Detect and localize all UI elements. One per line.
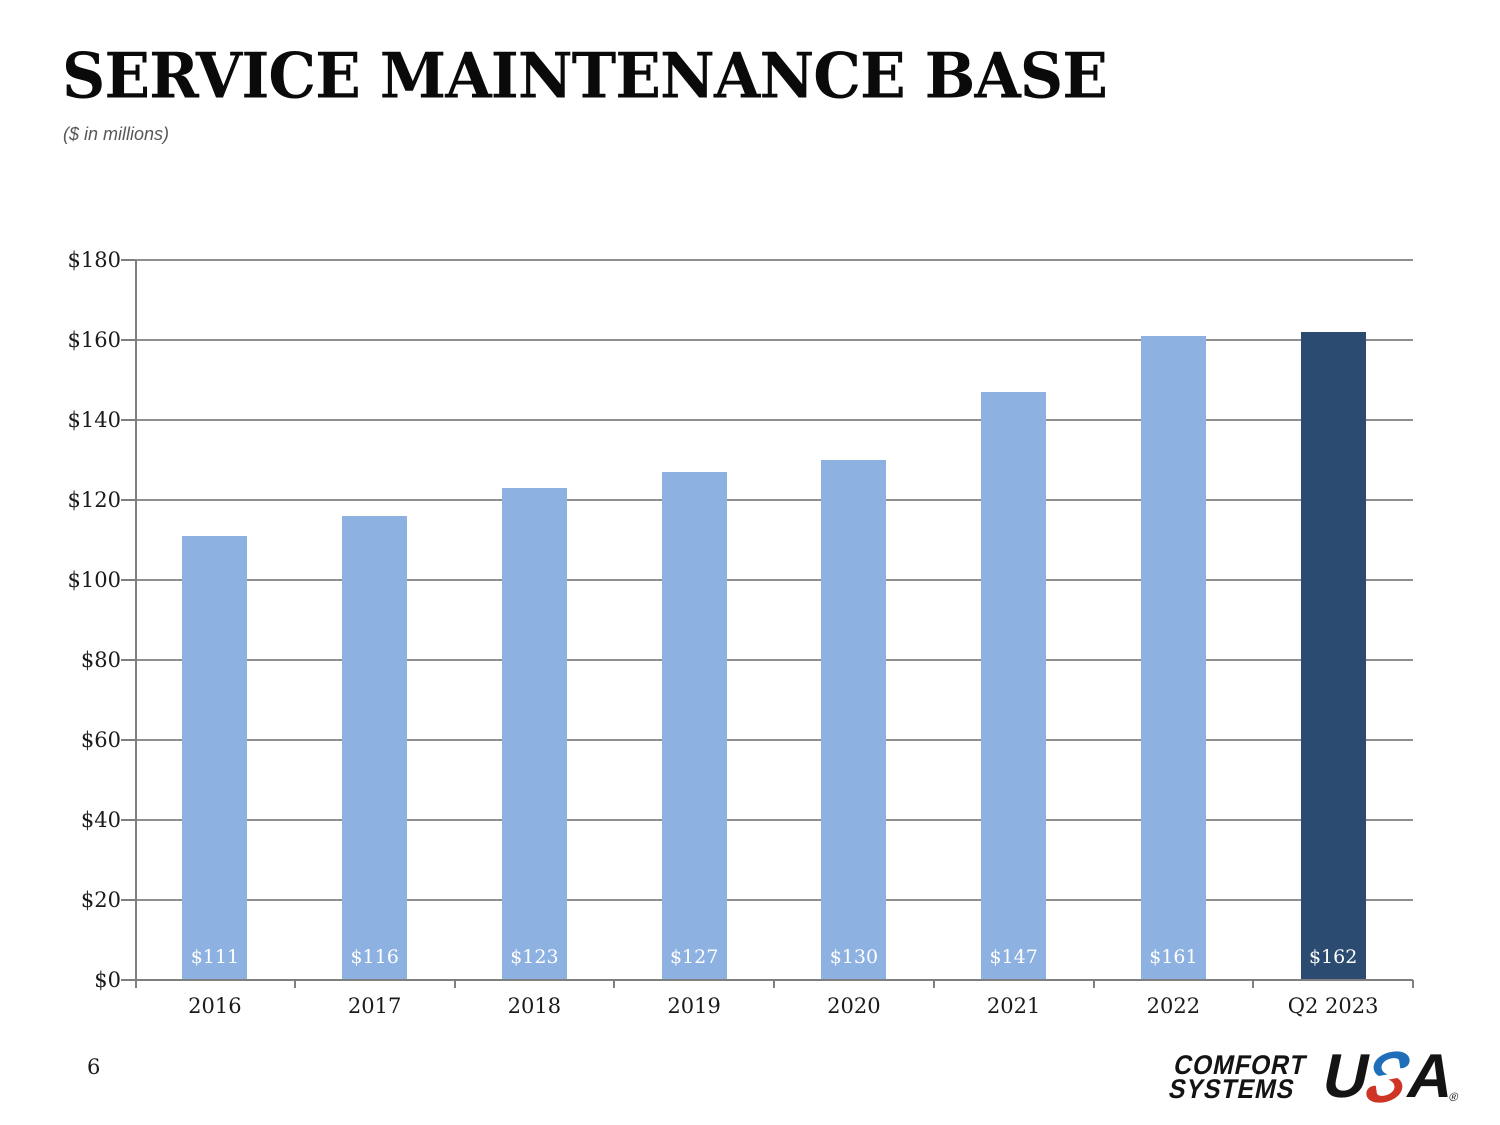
y-axis-tick [121,899,136,901]
x-axis-tick [773,980,775,988]
gridline [135,499,1413,501]
x-tick-label: 2021 [986,994,1041,1018]
gridline [135,739,1413,741]
bar-value-label: $162 [1308,946,1358,968]
logo-usa: U A ® [1316,1042,1468,1111]
x-axis-tick [1252,980,1255,988]
gridline [135,819,1413,821]
logo-wordmark: COMFORT SYSTEMS [1166,1050,1321,1104]
y-axis-line [135,260,137,988]
bar-value-label: $116 [350,946,399,968]
bar-2020: $130 [821,460,887,980]
bar-2019: $127 [661,472,727,980]
bar-value-label: $127 [669,946,719,968]
y-axis-tick [121,819,136,821]
y-tick-label: $60 [80,728,121,752]
x-axis-tick [1412,980,1414,988]
y-axis-tick [121,739,136,741]
service-maintenance-base-chart: $0 $20 $40 $60 $80 $100 $120 $140 $160 $180 $111 $… [0,248,1500,1040]
y-axis-tick [121,259,136,261]
gridline [135,339,1413,341]
bar-value-label: $123 [510,946,559,968]
y-tick-label: $120 [67,488,121,512]
bar-2022: $161 [1140,336,1206,980]
bar-value-label: $130 [829,946,879,968]
gridline [135,419,1413,421]
x-tick-label: 2020 [827,994,881,1018]
gridline [135,659,1413,661]
y-axis-tick [121,979,136,981]
y-tick-label: $180 [67,248,121,272]
y-tick-label: $140 [67,408,121,432]
logo-word-systems: SYSTEMS [1166,1074,1298,1104]
gridline [135,899,1413,901]
x-axis-tick [293,980,296,988]
x-axis-tick [1092,980,1095,988]
plot-area: $111 $116 $123 $127 $130 $147 $161 $162 [135,259,1413,988]
registered-trademark-symbol: ® [1447,1090,1460,1104]
y-tick-label: $80 [80,648,121,672]
x-tick-label: 2016 [188,994,242,1018]
x-tick-label: 2018 [507,994,562,1018]
x-axis-tick [932,980,935,988]
bar-2017: $116 [342,516,408,980]
x-tick-label: Q2 2023 [1287,994,1379,1018]
bar-value-label: $161 [1149,946,1198,968]
x-tick-label: 2017 [347,994,402,1018]
y-axis-tick [121,659,136,661]
x-axis-tick [613,980,616,988]
gridline [135,259,1413,261]
logo-s-swoosh-icon [1365,1051,1410,1103]
bar-Q2 2023: $162 [1300,332,1366,980]
y-axis-tick [121,419,136,421]
y-axis-tick [121,579,136,581]
bar-2018: $123 [501,488,567,980]
page-subtitle: ($ in millions) [63,124,170,144]
page-number: 6 [87,1055,101,1079]
bar-value-label: $147 [989,946,1038,968]
bar-2016: $111 [182,536,248,980]
y-axis-tick [121,339,136,341]
x-tick-label: 2019 [667,994,721,1018]
gridline [135,579,1413,581]
y-tick-label: $40 [80,808,121,832]
y-tick-label: $160 [67,328,121,352]
y-axis-tick [121,499,136,501]
bar-2021: $147 [981,392,1047,980]
x-tick-label: 2022 [1146,994,1201,1018]
y-tick-label: $0 [94,968,121,992]
y-tick-label: $100 [67,568,121,592]
page-title: SERVICE MAINTENANCE BASE [62,40,1108,114]
y-tick-label: $20 [80,888,121,912]
x-axis-tick [453,980,456,988]
bar-value-label: $111 [190,946,240,968]
comfort-systems-usa-logo: COMFORT SYSTEMS U A ® [1166,1042,1462,1111]
